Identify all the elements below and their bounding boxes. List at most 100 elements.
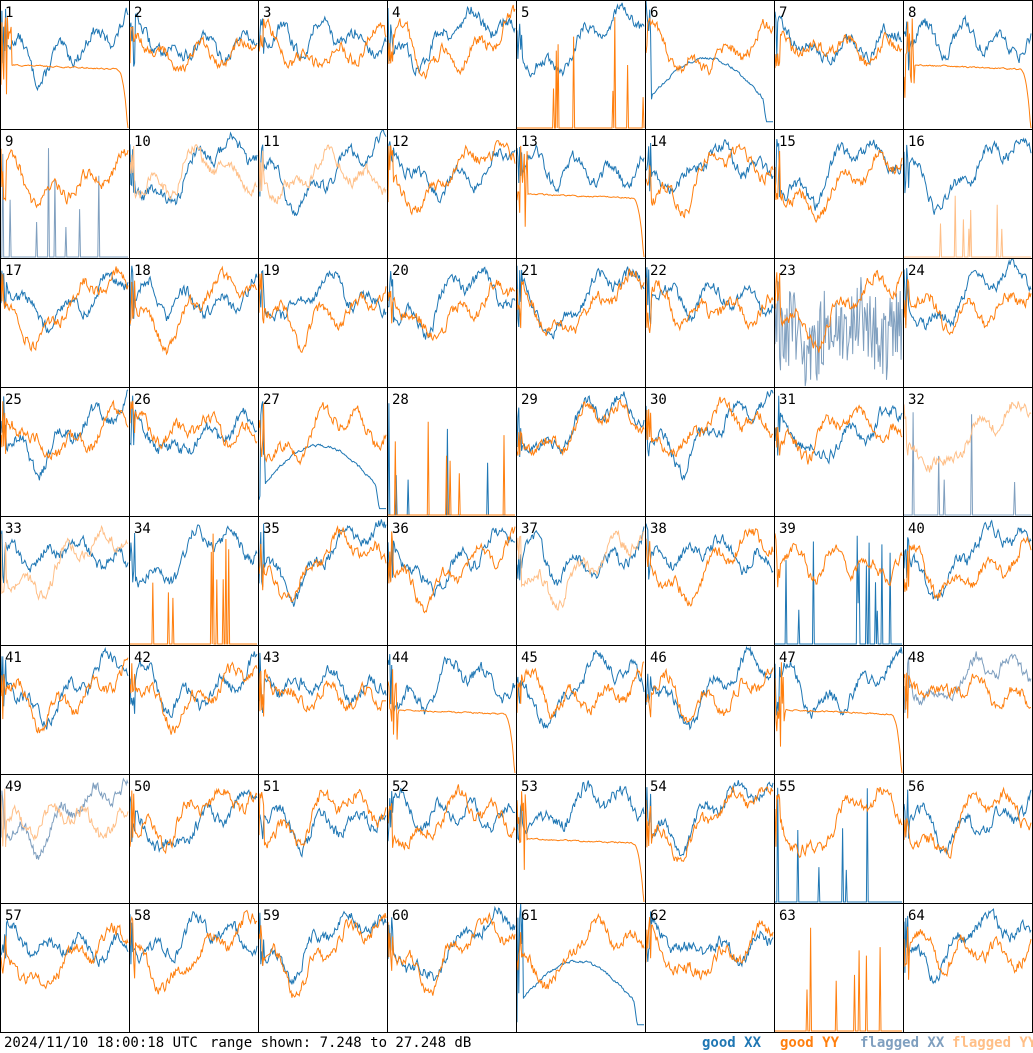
panel-label-6: 6	[650, 5, 658, 21]
xx-line-36	[387, 527, 516, 598]
panel-label-14: 14	[650, 134, 667, 150]
panel-label-18: 18	[134, 263, 151, 279]
yy-line-30	[645, 396, 774, 458]
xx-line-12	[387, 141, 516, 204]
yy-line-40	[903, 535, 1032, 600]
panel-label-27: 27	[263, 392, 280, 408]
panel-label-58: 58	[134, 908, 151, 924]
xx-line-28	[387, 403, 515, 516]
xx-line-45	[516, 650, 645, 730]
xx-line-52	[387, 787, 516, 842]
panel-label-12: 12	[392, 134, 409, 150]
xx-line-50	[129, 789, 258, 854]
xx-line-24	[903, 258, 1032, 331]
panel-label-38: 38	[650, 521, 667, 537]
xx-line-25	[0, 389, 129, 481]
panel-label-42: 42	[134, 650, 151, 666]
xx-line-62	[645, 911, 774, 968]
panel-label-36: 36	[392, 521, 409, 537]
panel-label-59: 59	[263, 908, 280, 924]
timestamp: 2024/11/10 18:00:18 UTC	[4, 1035, 198, 1051]
panel-label-10: 10	[134, 134, 151, 150]
yy-line-32	[903, 401, 1032, 473]
xx-line-10	[129, 131, 258, 206]
yy-line-57	[0, 922, 129, 990]
xx-line-41	[0, 646, 129, 730]
yy-line-46	[645, 667, 774, 724]
panel-frame-6	[645, 0, 775, 130]
xx-line-31	[774, 395, 903, 465]
yy-line-51	[258, 788, 387, 849]
panel-label-21: 21	[521, 263, 538, 279]
xx-line-5	[516, 2, 645, 78]
xx-line-6	[645, 0, 773, 123]
yy-line-17	[0, 266, 129, 353]
xx-line-2	[129, 12, 258, 67]
xx-line-58	[129, 910, 258, 965]
panel-label-8: 8	[908, 5, 916, 21]
panel-label-54: 54	[650, 779, 667, 795]
panel-label-25: 25	[5, 392, 22, 408]
range-text: range shown: 7.248 to 27.248 dB	[210, 1035, 472, 1051]
panel-label-16: 16	[908, 134, 925, 150]
panel-label-35: 35	[263, 521, 280, 537]
panel-label-30: 30	[650, 392, 667, 408]
yy-line-27	[258, 402, 387, 466]
xx-line-55	[775, 787, 902, 903]
yy-line-8	[903, 18, 1032, 129]
yy-line-37	[516, 529, 645, 611]
panel-label-26: 26	[134, 392, 151, 408]
xx-line-17	[0, 270, 129, 334]
yy-line-60	[387, 911, 516, 996]
xx-line-18	[129, 265, 258, 326]
yy-line-19	[258, 273, 387, 353]
panel-label-51: 51	[263, 779, 280, 795]
panel-label-46: 46	[650, 650, 667, 666]
yy-line-43	[258, 668, 387, 717]
xx-line-61	[516, 903, 644, 1026]
panel-label-19: 19	[263, 263, 280, 279]
yy-line-15	[774, 150, 903, 224]
panel-label-28: 28	[392, 392, 409, 408]
xx-line-27	[258, 401, 386, 510]
xx-line-11	[258, 129, 387, 217]
panel-label-39: 39	[779, 521, 796, 537]
yy-line-64	[903, 926, 1032, 980]
panel-label-17: 17	[5, 263, 22, 279]
xx-line-54	[645, 780, 774, 857]
yy-line-49	[0, 788, 129, 848]
xx-line-21	[516, 265, 645, 340]
yy-line-21	[516, 268, 645, 337]
xx-line-23	[774, 277, 903, 387]
yy-line-41	[0, 657, 129, 734]
yy-line-45	[516, 661, 645, 720]
panel-label-57: 57	[5, 908, 22, 924]
yy-line-23	[774, 269, 903, 353]
xx-line-40	[903, 519, 1032, 601]
panel-label-3: 3	[263, 5, 271, 21]
xx-line-7	[774, 11, 903, 66]
yy-line-58	[129, 909, 258, 995]
yy-line-63	[775, 927, 902, 1032]
panel-frame-2	[129, 0, 259, 130]
yy-line-62	[645, 916, 774, 981]
panel-label-40: 40	[908, 521, 925, 537]
panel-label-60: 60	[392, 908, 409, 924]
yy-line-33	[0, 524, 129, 601]
yy-line-22	[645, 277, 774, 333]
xx-line-56	[903, 789, 1032, 856]
yy-line-48	[903, 672, 1031, 719]
xx-line-37	[516, 526, 645, 586]
panel-label-2: 2	[134, 5, 142, 21]
yy-line-6	[645, 17, 774, 76]
panel-label-64: 64	[908, 908, 925, 924]
panel-label-23: 23	[779, 263, 796, 279]
panel-label-31: 31	[779, 392, 796, 408]
yy-line-56	[903, 786, 1032, 859]
xx-line-46	[645, 645, 774, 731]
yy-line-24	[903, 278, 1032, 336]
xx-line-33	[0, 530, 129, 584]
yy-line-59	[258, 913, 387, 998]
panel-label-48: 48	[908, 650, 925, 666]
xx-line-26	[129, 395, 258, 455]
